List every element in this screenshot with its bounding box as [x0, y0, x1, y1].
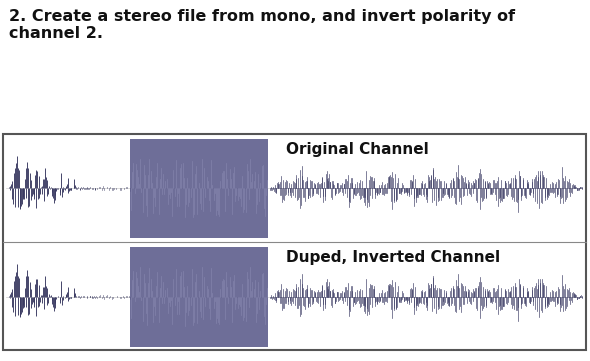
Bar — [130, 247, 268, 347]
Text: Original Channel: Original Channel — [286, 142, 428, 157]
Text: 2. Create a stereo file from mono, and invert polarity of
channel 2.: 2. Create a stereo file from mono, and i… — [9, 9, 515, 42]
Bar — [130, 139, 268, 238]
Text: Duped, Inverted Channel: Duped, Inverted Channel — [286, 250, 500, 265]
